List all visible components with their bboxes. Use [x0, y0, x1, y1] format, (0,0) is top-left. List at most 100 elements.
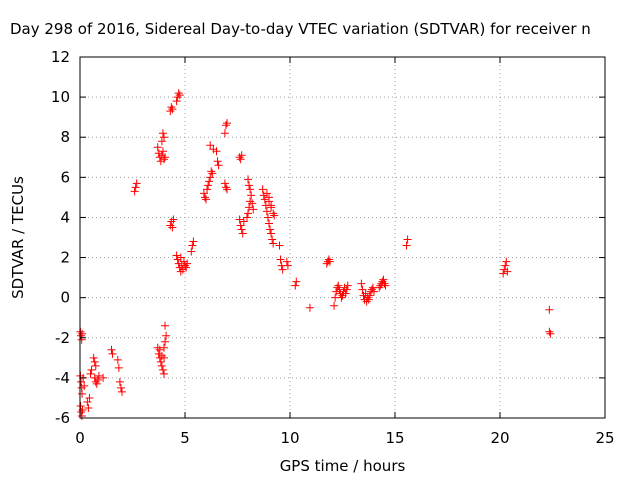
data-point — [214, 161, 223, 170]
data-point — [247, 191, 256, 200]
data-point — [358, 285, 367, 294]
data-point — [181, 261, 189, 270]
data-point — [155, 345, 164, 354]
data-point — [84, 403, 93, 412]
data-point — [157, 361, 166, 370]
data-point — [78, 389, 87, 398]
data-point — [176, 253, 185, 262]
data-point — [337, 293, 346, 302]
y-tick-label: 6 — [60, 168, 70, 186]
data-point — [208, 169, 217, 178]
data-point — [248, 199, 257, 208]
data-point — [262, 189, 271, 198]
data-point — [213, 157, 222, 166]
data-point — [330, 301, 339, 310]
data-point — [380, 279, 389, 288]
data-point — [199, 189, 208, 198]
data-point — [343, 281, 352, 290]
data-point — [188, 241, 197, 250]
data-point — [275, 241, 284, 250]
data-point — [239, 217, 248, 226]
data-point — [245, 203, 254, 212]
data-point — [157, 351, 166, 360]
data-point — [379, 275, 388, 284]
data-point — [90, 357, 99, 366]
y-tick-label: 0 — [60, 289, 70, 307]
x-tick-label: 0 — [75, 429, 85, 447]
data-point — [244, 209, 252, 218]
y-tick-label: 2 — [60, 249, 70, 267]
data-point — [223, 185, 231, 194]
data-point — [245, 181, 254, 190]
data-point — [242, 213, 251, 222]
data-point — [131, 183, 140, 192]
data-point — [161, 321, 170, 330]
data-point — [205, 177, 214, 186]
data-point — [78, 329, 87, 338]
data-point — [503, 267, 512, 276]
data-point — [268, 235, 277, 244]
data-point — [182, 263, 191, 272]
data-point — [175, 91, 184, 100]
data-point — [246, 197, 255, 206]
data-point — [166, 221, 175, 230]
data-point — [172, 97, 181, 106]
x-tick-labels: 0 5 10 15 20 25 — [75, 429, 614, 447]
data-point — [77, 331, 86, 340]
data-point — [115, 377, 124, 386]
data-point — [77, 377, 86, 386]
data-point — [269, 209, 278, 218]
data-point — [258, 185, 267, 194]
data-point — [169, 215, 178, 224]
y-tick-label: 10 — [51, 88, 70, 106]
data-point — [267, 201, 276, 210]
data-point — [94, 371, 103, 380]
data-point — [172, 251, 181, 260]
data-point — [237, 225, 246, 234]
data-point — [91, 377, 100, 386]
data-point — [207, 167, 216, 176]
data-point — [162, 331, 171, 340]
y-tick-label: -4 — [55, 369, 70, 387]
data-point — [402, 241, 411, 250]
data-point — [221, 121, 230, 130]
data-point — [357, 279, 366, 288]
data-point — [378, 277, 387, 286]
data-point — [220, 129, 229, 138]
data-point — [262, 207, 271, 216]
data-point — [235, 215, 244, 224]
x-tick-label: 5 — [180, 429, 190, 447]
data-points — [76, 89, 555, 420]
data-point — [237, 151, 246, 160]
data-point — [158, 129, 167, 138]
data-point — [367, 285, 376, 294]
data-point — [107, 345, 116, 354]
data-point — [263, 213, 272, 222]
data-point — [223, 119, 231, 128]
data-point — [160, 353, 168, 362]
data-point — [266, 225, 275, 234]
data-point — [244, 175, 252, 184]
data-point — [161, 337, 170, 346]
data-point — [236, 221, 245, 230]
data-point — [267, 229, 276, 238]
data-point — [403, 235, 412, 244]
x-axis-label: GPS time / hours — [280, 457, 406, 475]
data-point — [118, 387, 126, 396]
data-point — [235, 153, 244, 162]
data-point — [204, 181, 213, 190]
data-point — [176, 267, 185, 276]
data-point — [93, 375, 102, 384]
data-point — [189, 237, 198, 246]
data-point — [324, 255, 333, 264]
data-point — [236, 155, 245, 164]
data-point — [291, 281, 300, 290]
data-point — [86, 369, 95, 378]
data-point — [99, 373, 108, 382]
data-point — [282, 257, 291, 266]
data-point — [166, 107, 175, 116]
data-point — [363, 293, 372, 302]
data-point — [221, 183, 230, 192]
data-point — [116, 383, 125, 392]
